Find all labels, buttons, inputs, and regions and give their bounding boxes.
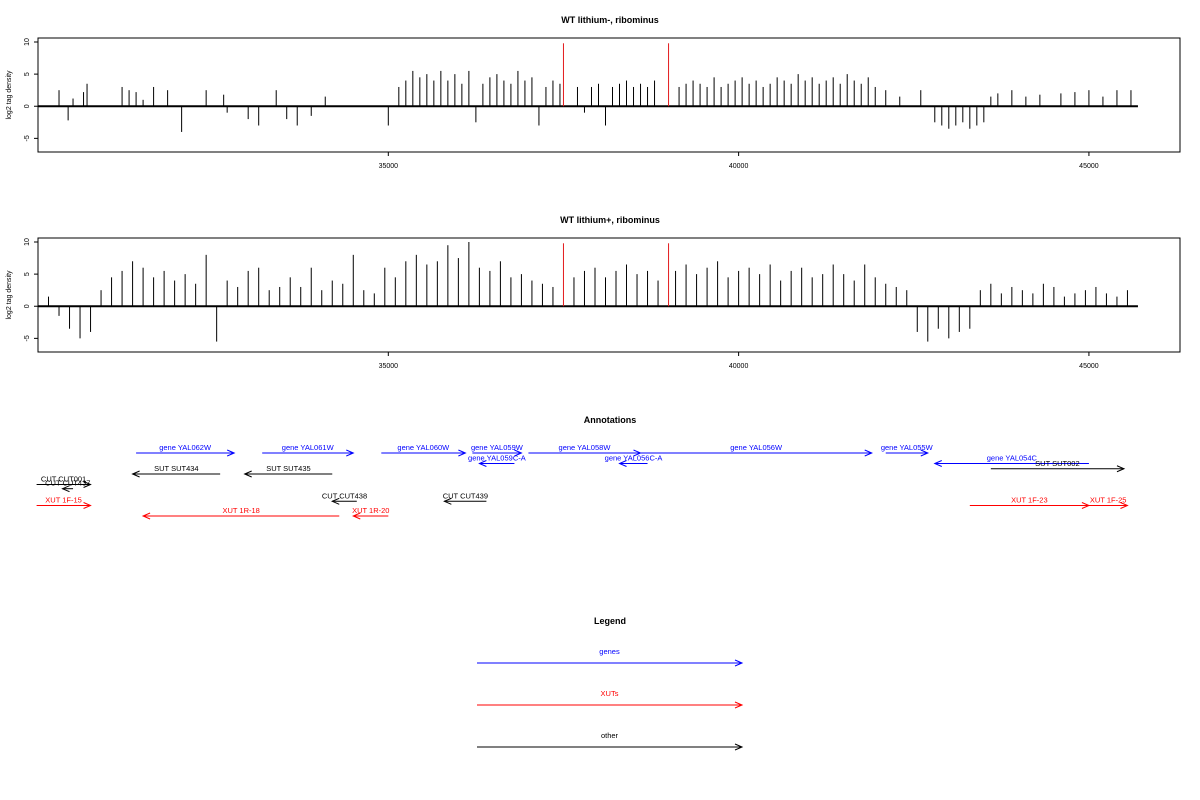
gene-feature-label: gene YAL061W [282, 443, 335, 452]
gene-feature-label: gene YAL058W [559, 443, 612, 452]
xut-arrowhead [1120, 502, 1129, 509]
legend-label: other [601, 731, 619, 740]
panel1-ylabel: log2 tag density [6, 70, 13, 120]
xut-arrowhead [352, 512, 361, 520]
xut-feature-label: XUT 1F-23 [1011, 496, 1048, 505]
gene-arrowhead [618, 460, 627, 467]
y-tick-label: 10 [24, 38, 31, 46]
track-panel-lithium-plus: WT lithium+, ribominus log2 tag density … [6, 215, 1181, 370]
gene-feature-label: gene YAL056C-A [605, 454, 663, 463]
annotation-features: gene YAL062W gene YAL061W gene YAL060W gene… [36, 443, 1129, 520]
annotations-panel: Annotations gene YAL062W gene YAL061W gene… [36, 415, 1129, 520]
legend-title: Legend [594, 616, 626, 626]
xut-feature-label: XUT 1R-18 [222, 506, 259, 515]
gene-feature-label: gene YAL056W [730, 443, 783, 452]
x-tick-label: 40000 [729, 163, 749, 170]
gene-feature-label: gene YAL055W [881, 443, 934, 452]
y-tick-label: 0 [24, 104, 31, 108]
legend-items: genes XUTs other [477, 647, 744, 751]
gene-feature-label: gene YAL060W [397, 443, 450, 452]
y-tick-label: 5 [24, 272, 31, 276]
legend-label: genes [599, 647, 620, 656]
other-arrowhead [83, 481, 92, 488]
other-feature-label: CUT CUT001 [41, 475, 86, 484]
other-arrowhead [330, 497, 340, 505]
other-feature-label: CUT CUT438 [322, 491, 367, 500]
other-arrowhead [61, 485, 70, 493]
panel2-frame [37, 237, 1181, 353]
panel2-bars [38, 242, 1138, 342]
legend-arrowhead [734, 659, 744, 667]
gene-arrowhead [514, 449, 523, 457]
x-tick-label: 40000 [729, 363, 749, 370]
panel1-frame [37, 37, 1181, 153]
gene-arrowhead [864, 449, 873, 457]
other-arrowhead [131, 470, 140, 478]
xut-feature-label: XUT 1F-15 [45, 496, 82, 505]
xut-feature-label: XUT 1R-20 [352, 506, 389, 515]
panel2-axes: -5 0 5 10 35000 40000 45000 [24, 238, 1099, 370]
other-feature-label: SUT SUT435 [266, 464, 310, 473]
y-tick-label: -5 [24, 335, 31, 341]
y-tick-label: 10 [24, 238, 31, 246]
gene-feature-label: gene YAL054C [987, 454, 1038, 463]
gene-arrowhead [920, 449, 930, 457]
other-feature-label: CUT CUT437 [45, 479, 90, 488]
legend-arrowhead [734, 701, 744, 709]
other-arrowhead [243, 470, 252, 478]
other-feature-label: SUT SUT434 [154, 464, 198, 473]
y-tick-label: 0 [24, 304, 31, 308]
gene-feature-label: gene YAL059W [471, 443, 524, 452]
gene-arrowhead [346, 449, 355, 457]
gene-arrowhead [478, 460, 487, 467]
y-tick-label: 5 [24, 72, 31, 76]
track-panel-lithium-minus: WT lithium-, ribominus log2 tag density … [6, 15, 1181, 170]
xut-feature-label: XUT 1F-25 [1090, 496, 1127, 505]
gene-feature-label: gene YAL059C-A [468, 454, 526, 463]
xut-arrowhead [83, 502, 92, 509]
y-tick-label: -5 [24, 135, 31, 141]
panel1-bars [38, 43, 1138, 132]
x-tick-label: 35000 [379, 363, 399, 370]
other-arrowhead [1116, 465, 1126, 473]
gene-arrowhead [226, 449, 236, 457]
gene-arrowhead [933, 460, 942, 467]
panel1-axes: -5 0 5 10 35000 40000 45000 [24, 38, 1099, 170]
other-arrowhead [443, 497, 452, 505]
panel2-ylabel: log2 tag density [6, 270, 13, 320]
x-tick-label: 45000 [1079, 363, 1099, 370]
x-tick-label: 35000 [379, 163, 399, 170]
panel1-title: WT lithium-, ribominus [561, 15, 659, 25]
legend-label: XUTs [601, 689, 619, 698]
gene-arrowhead [458, 449, 467, 457]
other-feature-label: SUT SUT002 [1035, 459, 1079, 468]
legend-panel: Legend genes XUTs other [477, 616, 744, 751]
gene-feature-label: gene YAL062W [159, 443, 212, 452]
panel2-title: WT lithium+, ribominus [560, 215, 660, 225]
annotations-title: Annotations [584, 415, 637, 425]
x-tick-label: 45000 [1079, 163, 1099, 170]
other-feature-label: CUT CUT439 [443, 491, 488, 500]
legend-arrowhead [734, 743, 744, 751]
xut-arrowhead [141, 512, 151, 520]
